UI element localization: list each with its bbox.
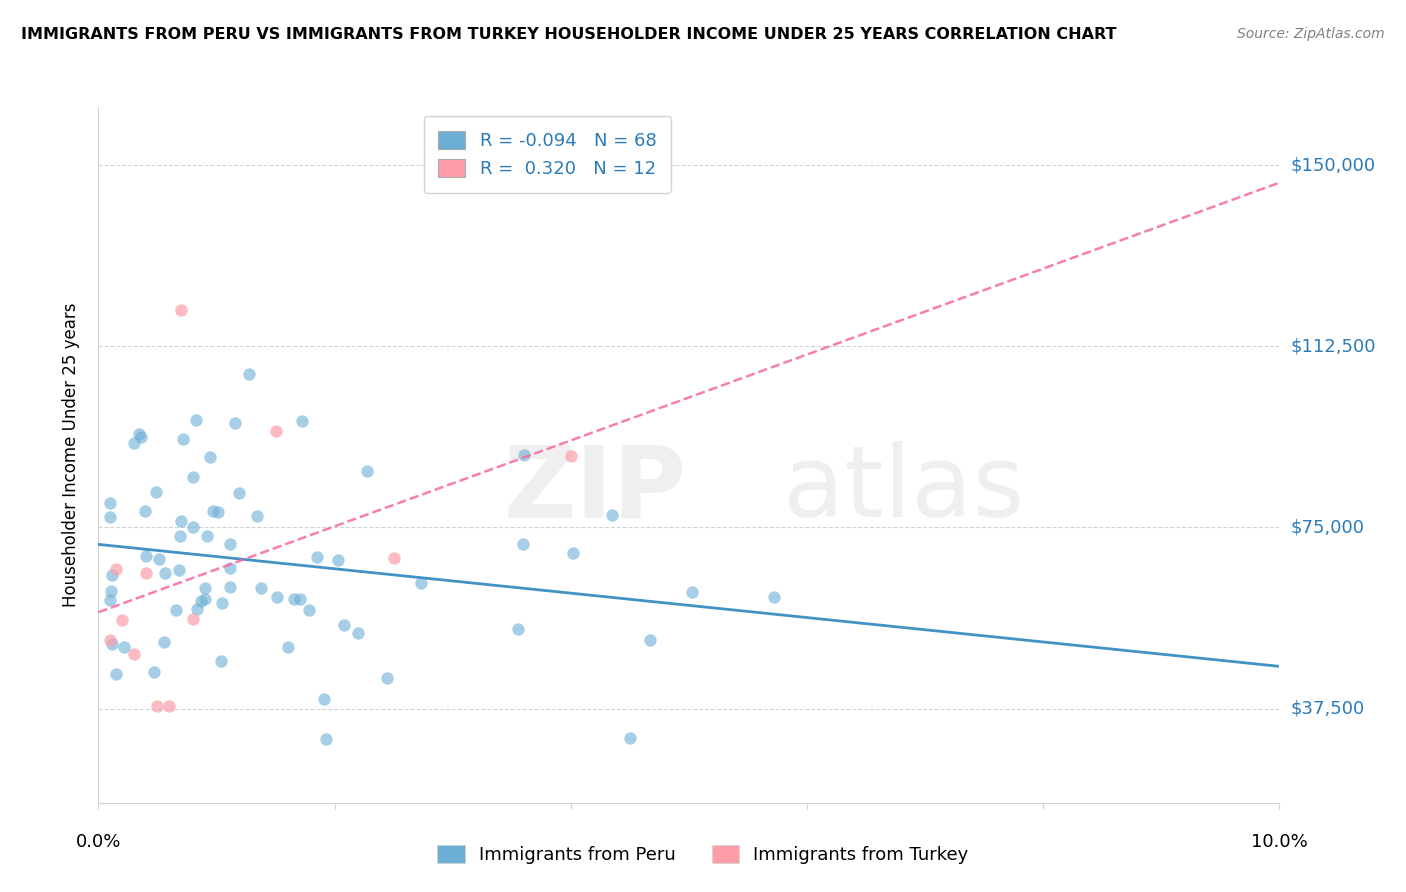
- Point: [298, 603, 321, 617]
- Point: [238, 368, 260, 382]
- Point: [134, 503, 156, 517]
- Text: $37,500: $37,500: [1291, 699, 1365, 717]
- Point: [146, 699, 169, 714]
- Point: [638, 633, 661, 648]
- Point: [170, 514, 193, 528]
- Point: [169, 529, 191, 543]
- Point: [181, 612, 204, 626]
- Point: [219, 561, 242, 575]
- Point: [135, 566, 157, 580]
- Point: [277, 640, 299, 655]
- Point: [167, 563, 190, 577]
- Point: [266, 590, 288, 604]
- Point: [148, 551, 170, 566]
- Text: Source: ZipAtlas.com: Source: ZipAtlas.com: [1237, 27, 1385, 41]
- Text: ZIP: ZIP: [503, 442, 686, 538]
- Point: [98, 632, 121, 647]
- Point: [190, 594, 212, 608]
- Point: [409, 576, 432, 591]
- Point: [122, 436, 145, 450]
- Legend: R = -0.094   N = 68, R =  0.320   N = 12: R = -0.094 N = 68, R = 0.320 N = 12: [423, 116, 671, 193]
- Text: $112,500: $112,500: [1291, 337, 1376, 355]
- Point: [98, 495, 121, 509]
- Point: [513, 448, 536, 462]
- Point: [218, 537, 240, 551]
- Point: [506, 623, 529, 637]
- Point: [211, 596, 233, 610]
- Text: $150,000: $150,000: [1291, 156, 1375, 174]
- Y-axis label: Householder Income Under 25 years: Householder Income Under 25 years: [62, 302, 80, 607]
- Point: [288, 591, 311, 606]
- Point: [157, 699, 180, 714]
- Point: [186, 602, 208, 616]
- Point: [264, 424, 287, 438]
- Point: [129, 430, 152, 444]
- Point: [112, 640, 135, 655]
- Text: 10.0%: 10.0%: [1251, 833, 1308, 851]
- Point: [326, 553, 349, 567]
- Point: [333, 618, 356, 632]
- Point: [681, 585, 703, 599]
- Point: [250, 581, 273, 595]
- Point: [356, 464, 378, 478]
- Point: [98, 510, 121, 524]
- Point: [128, 427, 150, 442]
- Point: [145, 485, 167, 500]
- Point: [153, 634, 176, 648]
- Point: [184, 413, 207, 427]
- Text: IMMIGRANTS FROM PERU VS IMMIGRANTS FROM TURKEY HOUSEHOLDER INCOME UNDER 25 YEARS: IMMIGRANTS FROM PERU VS IMMIGRANTS FROM …: [21, 27, 1116, 42]
- Point: [195, 528, 218, 542]
- Point: [105, 562, 128, 576]
- Point: [246, 508, 269, 523]
- Point: [104, 666, 127, 681]
- Point: [181, 520, 204, 534]
- Point: [561, 546, 583, 560]
- Point: [122, 647, 145, 661]
- Point: [202, 504, 225, 518]
- Point: [312, 692, 335, 706]
- Point: [763, 590, 786, 604]
- Point: [291, 414, 314, 428]
- Point: [100, 584, 122, 599]
- Point: [100, 637, 122, 651]
- Point: [218, 581, 240, 595]
- Legend: Immigrants from Peru, Immigrants from Turkey: Immigrants from Peru, Immigrants from Tu…: [423, 830, 983, 879]
- Point: [346, 626, 368, 640]
- Point: [101, 567, 124, 582]
- Point: [307, 550, 329, 565]
- Point: [207, 505, 229, 519]
- Point: [153, 566, 176, 580]
- Point: [135, 549, 157, 564]
- Point: [194, 581, 217, 595]
- Point: [512, 537, 534, 551]
- Text: $75,000: $75,000: [1291, 518, 1365, 536]
- Point: [560, 449, 582, 463]
- Point: [224, 416, 246, 430]
- Point: [602, 508, 624, 522]
- Point: [198, 450, 221, 464]
- Text: 0.0%: 0.0%: [76, 833, 121, 851]
- Point: [209, 654, 232, 668]
- Point: [619, 731, 641, 745]
- Text: atlas: atlas: [783, 442, 1025, 538]
- Point: [375, 671, 398, 685]
- Point: [111, 613, 134, 627]
- Point: [315, 732, 337, 747]
- Point: [172, 432, 194, 446]
- Point: [165, 602, 187, 616]
- Point: [283, 591, 305, 606]
- Point: [98, 593, 121, 607]
- Point: [170, 303, 193, 318]
- Point: [228, 486, 250, 500]
- Point: [194, 592, 217, 607]
- Point: [142, 665, 165, 679]
- Point: [382, 551, 405, 566]
- Point: [183, 470, 205, 484]
